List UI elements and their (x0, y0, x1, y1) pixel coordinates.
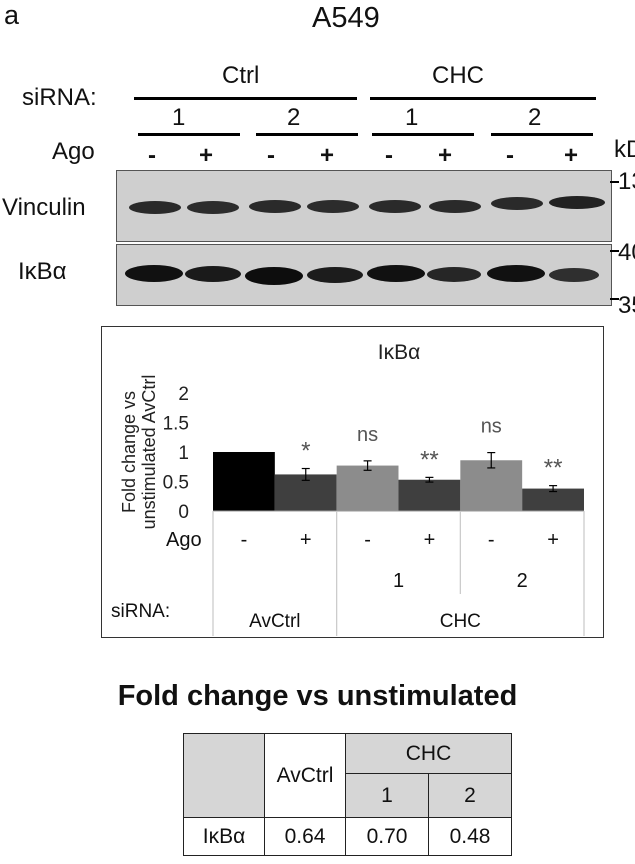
marker-label-130: 130 (618, 168, 635, 195)
ago-sign: + (300, 529, 312, 551)
lane-sign: - (148, 142, 156, 169)
ago-label: Ago (52, 138, 95, 165)
y-tick-label: 0.5 (163, 473, 189, 494)
bar (522, 488, 584, 511)
y-tick-label: 2 (178, 384, 189, 405)
marker-tick (610, 298, 619, 300)
table-cell-avctrl: 0.64 (264, 817, 346, 856)
blot-row-label-ikba: IκBα (18, 258, 67, 285)
lane-sign: + (437, 142, 452, 169)
marker-label-35: 35 (618, 292, 635, 319)
lane-sign: + (319, 142, 334, 169)
y-tick-label: 1 (178, 443, 189, 464)
ago-label: Ago (166, 529, 202, 551)
blot-row-label-vinculin: Vinculin (2, 194, 86, 221)
significance-label: * (301, 438, 310, 465)
y-tick-label: 1.5 (163, 414, 189, 435)
bar-chart: IκBα Fold change vsunstimulated AvCtrl 0 0.… (111, 341, 585, 636)
group-line-ctrl (134, 97, 357, 100)
subgroup-line (491, 133, 593, 136)
lane-sign: - (267, 142, 275, 169)
subgroup-label: 1 (405, 104, 419, 131)
subgroup-line (138, 133, 240, 136)
group-label-chc: CHC (432, 62, 484, 89)
panel-letter: a (4, 0, 20, 30)
marker-tick (610, 181, 619, 183)
table-header-sub2: 2 (428, 773, 512, 818)
sirna-label: siRNA: (111, 601, 170, 622)
ago-sign: + (547, 529, 559, 551)
significance-label: ** (544, 455, 563, 482)
table-header-sub1: 1 (345, 773, 429, 818)
subgroup-label: 1 (393, 570, 404, 592)
subgroup-line (256, 133, 358, 136)
subgroup-label: 2 (528, 104, 542, 131)
table-header-avctrl: AvCtrl (264, 733, 346, 818)
table-corner-cell (183, 733, 265, 818)
significance-label: ** (420, 446, 439, 473)
table-row-label: IκBα (183, 817, 265, 856)
bar (460, 460, 523, 511)
subgroup-label: 2 (517, 570, 528, 592)
fold-change-table: AvCtrl CHC 1 2 IκBα 0.64 0.70 0.48 (183, 733, 512, 856)
lane-sign: - (385, 142, 393, 169)
significance-label: ns (357, 424, 378, 446)
table-cell-chc2: 0.48 (428, 817, 512, 856)
group-line-chc (370, 97, 596, 100)
lane-sign: - (506, 142, 514, 169)
sirna-label: siRNA: (22, 84, 97, 111)
chart-frame (101, 326, 604, 638)
ago-sign: - (364, 529, 371, 551)
lane-sign: + (563, 142, 578, 169)
marker-tick (610, 250, 619, 252)
y-axis-label: Fold change vsunstimulated AvCtrl (119, 375, 159, 530)
subgroup-label: 2 (287, 104, 301, 131)
table-cell-chc1: 0.70 (345, 817, 429, 856)
group-label-ctrl: Ctrl (222, 62, 260, 89)
bar (398, 479, 461, 511)
bar (336, 465, 399, 511)
ikba-blot-image (116, 244, 612, 306)
vinculin-blot-image (116, 170, 612, 242)
marker-label-40: 40 (618, 239, 635, 266)
cell-line-title: A549 (312, 2, 380, 34)
kda-label: kDa (614, 136, 635, 163)
significance-label: ns (481, 416, 502, 438)
subgroup-label: 1 (172, 104, 186, 131)
chart-title: IκBα (378, 341, 420, 364)
y-tick-label: 0 (178, 502, 189, 523)
subgroup-line (372, 133, 474, 136)
group-label: CHC (440, 611, 481, 632)
ago-sign: - (241, 529, 248, 551)
group-label: AvCtrl (249, 611, 300, 632)
lane-sign: + (198, 142, 213, 169)
bar (213, 452, 275, 511)
table-title: Fold change vs unstimulated (117, 680, 518, 712)
ago-sign: + (424, 529, 436, 551)
ago-sign: - (488, 529, 495, 551)
table-header-chc: CHC (345, 733, 512, 774)
